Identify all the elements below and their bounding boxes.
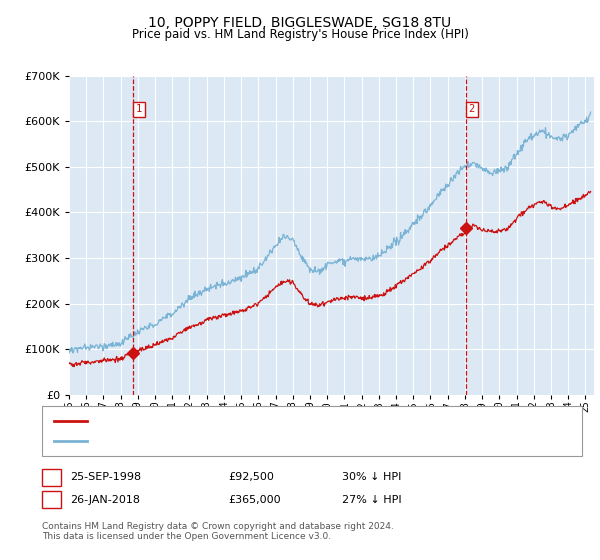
Text: 2: 2 (48, 493, 55, 506)
Text: 30% ↓ HPI: 30% ↓ HPI (342, 472, 401, 482)
Text: HPI: Average price, detached house, Central Bedfordshire: HPI: Average price, detached house, Cent… (93, 436, 394, 446)
Text: 10, POPPY FIELD, BIGGLESWADE, SG18 8TU: 10, POPPY FIELD, BIGGLESWADE, SG18 8TU (148, 16, 452, 30)
Text: 26-JAN-2018: 26-JAN-2018 (70, 494, 140, 505)
Text: £365,000: £365,000 (228, 494, 281, 505)
Text: 10, POPPY FIELD, BIGGLESWADE, SG18 8TU (detached house): 10, POPPY FIELD, BIGGLESWADE, SG18 8TU (… (93, 416, 415, 426)
Text: Contains HM Land Registry data © Crown copyright and database right 2024.
This d: Contains HM Land Registry data © Crown c… (42, 522, 394, 542)
Text: 1: 1 (136, 104, 142, 114)
Text: 1: 1 (48, 470, 55, 484)
Text: 25-SEP-1998: 25-SEP-1998 (70, 472, 142, 482)
Text: 27% ↓ HPI: 27% ↓ HPI (342, 494, 401, 505)
Text: Price paid vs. HM Land Registry's House Price Index (HPI): Price paid vs. HM Land Registry's House … (131, 28, 469, 41)
Text: 2: 2 (469, 104, 475, 114)
Text: £92,500: £92,500 (228, 472, 274, 482)
